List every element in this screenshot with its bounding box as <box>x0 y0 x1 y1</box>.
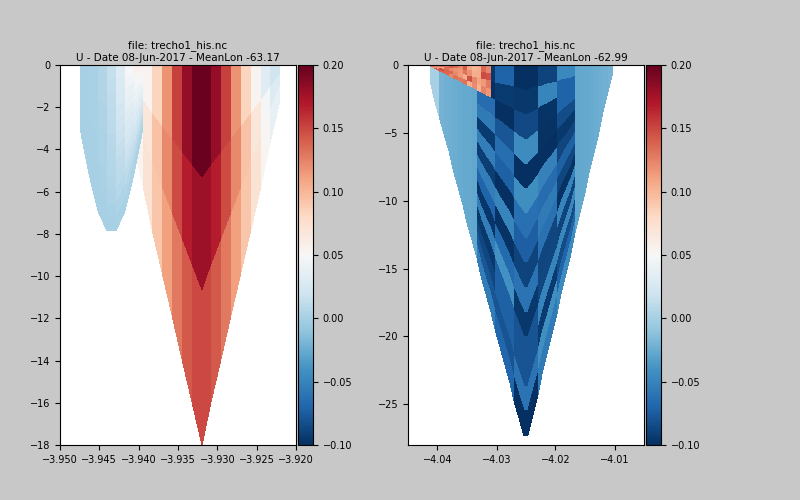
Title: file: trecho1_his.nc
U - Date 08-Jun-2017 - MeanLon -63.17: file: trecho1_his.nc U - Date 08-Jun-201… <box>76 40 280 63</box>
Title: file: trecho1_his.nc
U - Date 08-Jun-2017 - MeanLon -62.99: file: trecho1_his.nc U - Date 08-Jun-201… <box>424 40 628 63</box>
